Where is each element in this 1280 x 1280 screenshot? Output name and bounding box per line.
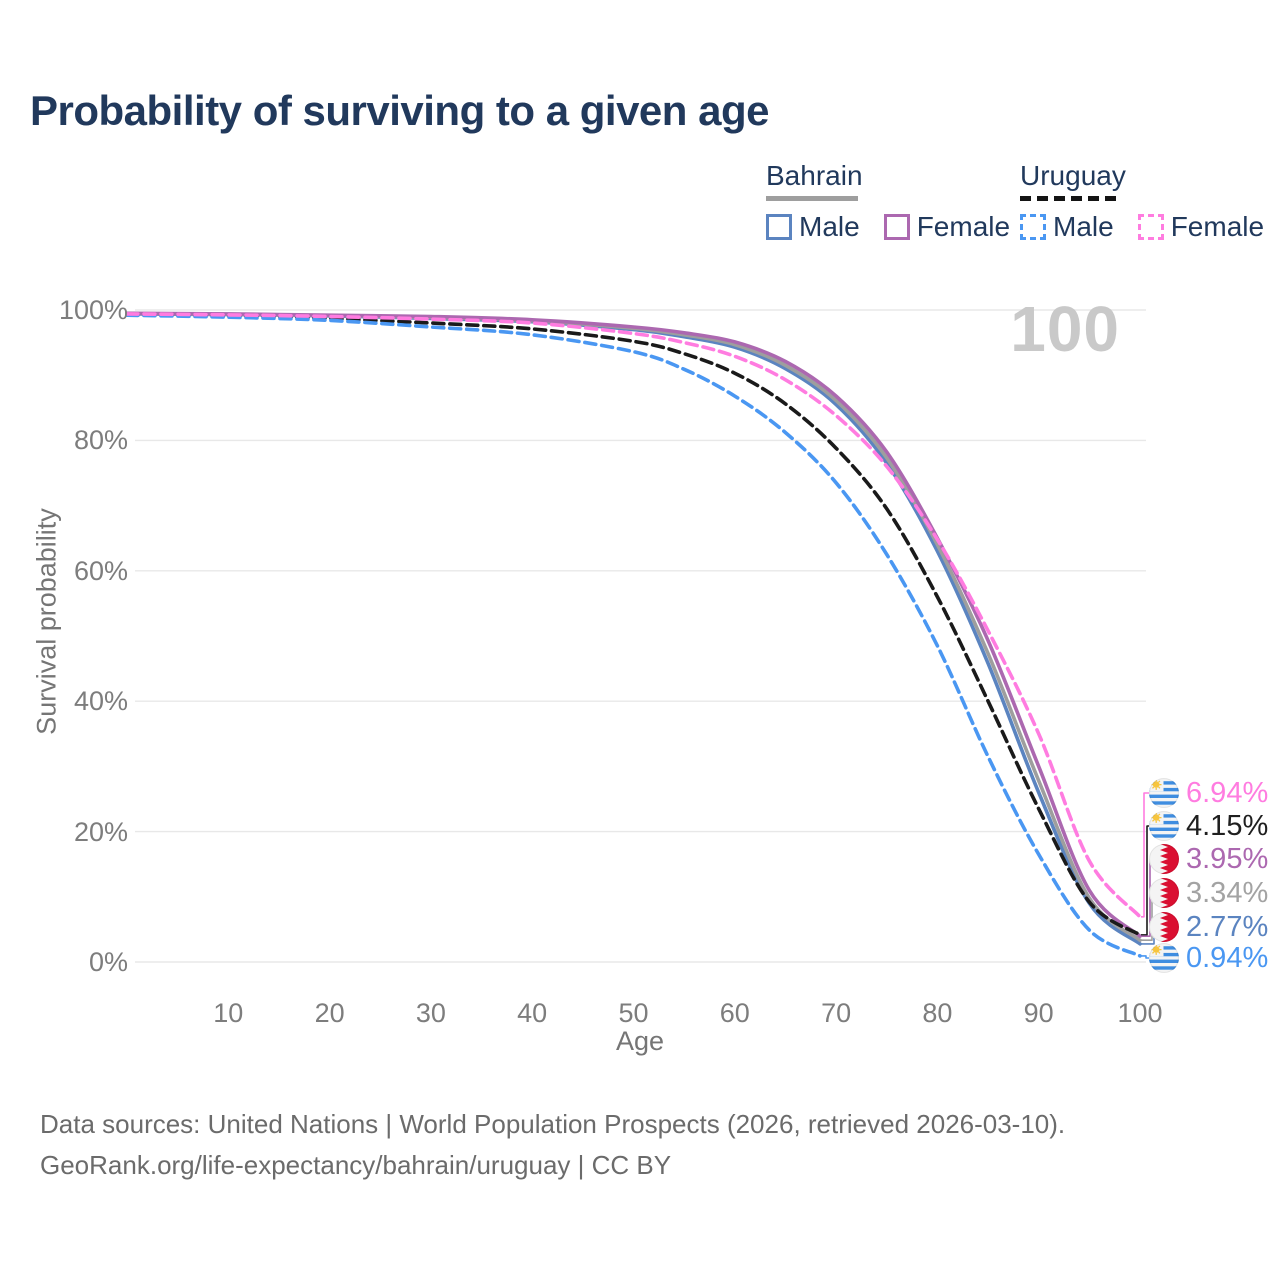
attribution-line: GeoRank.org/life-expectancy/bahrain/urug… bbox=[40, 1150, 672, 1180]
legend-group-bahrain: Bahrain Male Female bbox=[766, 160, 1016, 243]
x-tick-50: 50 bbox=[618, 998, 649, 1028]
x-tick-20: 20 bbox=[314, 998, 345, 1028]
legend-bahrain-linestyle-swatch bbox=[766, 196, 858, 201]
end-label-uruguay_male: 0.94% bbox=[1149, 942, 1268, 974]
end-label-uruguay_female: 6.94% bbox=[1149, 777, 1268, 809]
end-connector-uruguay_all bbox=[1141, 825, 1150, 936]
legend-bahrain-title: Bahrain bbox=[766, 160, 863, 191]
end-label-bahrain_male: 2.77% bbox=[1149, 911, 1268, 943]
y-tick-60%: 60% bbox=[73, 555, 128, 586]
end-label-bahrain_all: 3.34% bbox=[1149, 877, 1268, 909]
y-tick-0%: 0% bbox=[88, 947, 128, 977]
bahrain-flag-icon bbox=[1149, 844, 1179, 874]
bahrain-flag-icon bbox=[1149, 878, 1179, 908]
y-tick-40%: 40% bbox=[73, 686, 128, 717]
uruguay-flag-icon bbox=[1149, 811, 1179, 841]
x-tick-30: 30 bbox=[415, 998, 446, 1028]
x-tick-80: 80 bbox=[922, 998, 953, 1028]
end-value-bahrain_female: 3.95% bbox=[1186, 842, 1269, 875]
x-tick-40: 40 bbox=[517, 998, 548, 1028]
legend-label-bahrain-male: Male bbox=[799, 211, 860, 242]
bahrain-flag-icon bbox=[1149, 912, 1179, 942]
legend-item-uruguay-male[interactable]: Male bbox=[1020, 211, 1114, 243]
end-value-uruguay_all: 4.15% bbox=[1186, 809, 1269, 842]
uruguay-flag-icon bbox=[1149, 778, 1179, 808]
uruguay-flag-icon bbox=[1149, 943, 1179, 973]
end-label-bahrain_female: 3.95% bbox=[1149, 843, 1268, 875]
curve-bahrain_female bbox=[125, 311, 1142, 938]
end-connector-bahrain_female bbox=[1141, 859, 1151, 938]
legend-swatch-uruguay-male-icon bbox=[1020, 214, 1046, 240]
legend-item-bahrain-female[interactable]: Female bbox=[883, 211, 1011, 243]
end-value-bahrain_all: 3.34% bbox=[1186, 876, 1269, 909]
end-connector-uruguay_female bbox=[1141, 792, 1150, 918]
footer: Data sources: United Nations | World Pop… bbox=[40, 1104, 1065, 1186]
x-tick-70: 70 bbox=[821, 998, 852, 1028]
end-value-bahrain_male: 2.77% bbox=[1186, 910, 1269, 943]
legend-item-uruguay-female[interactable]: Female bbox=[1137, 211, 1265, 243]
legend-label-uruguay-male: Male bbox=[1053, 211, 1114, 242]
y-tick-100%: 100% bbox=[58, 295, 128, 325]
curve-uruguay_male bbox=[125, 313, 1142, 958]
page-title: Probability of surviving to a given age bbox=[30, 87, 769, 134]
x-axis-title: Age bbox=[615, 1026, 665, 1056]
legend-swatch-bahrain-female-icon bbox=[883, 214, 910, 240]
legend-uruguay-linestyle-swatch bbox=[1020, 196, 1122, 201]
legend-item-bahrain-male[interactable]: Male bbox=[766, 211, 860, 243]
legend-swatch-bahrain-male-icon bbox=[766, 214, 792, 240]
curve-uruguay_all bbox=[125, 312, 1142, 937]
end-connector-uruguay_male bbox=[1141, 955, 1150, 959]
x-tick-90: 90 bbox=[1023, 998, 1054, 1028]
y-tick-80%: 80% bbox=[73, 425, 128, 456]
y-axis-title: Survival probability bbox=[31, 508, 62, 735]
legend-group-uruguay: Uruguay Male Female bbox=[1020, 160, 1270, 243]
x-tick-60: 60 bbox=[719, 998, 750, 1028]
legend-swatch-uruguay-female-icon bbox=[1137, 214, 1164, 240]
curve-uruguay_female bbox=[125, 312, 1142, 919]
x-tick-100: 100 bbox=[1117, 998, 1163, 1028]
y-tick-20%: 20% bbox=[73, 816, 128, 847]
legend-label-uruguay-female: Female bbox=[1170, 211, 1265, 242]
x-tick-10: 10 bbox=[213, 998, 244, 1028]
end-label-uruguay_all: 4.15% bbox=[1149, 810, 1268, 842]
legend-label-bahrain-female: Female bbox=[916, 211, 1011, 242]
end-value-uruguay_female: 6.94% bbox=[1186, 776, 1269, 809]
end-value-uruguay_male: 0.94% bbox=[1186, 941, 1269, 974]
data-sources-line: Data sources: United Nations | World Pop… bbox=[40, 1109, 1066, 1139]
age-watermark: 100 bbox=[1010, 293, 1120, 365]
legend-uruguay-title: Uruguay bbox=[1020, 160, 1126, 191]
